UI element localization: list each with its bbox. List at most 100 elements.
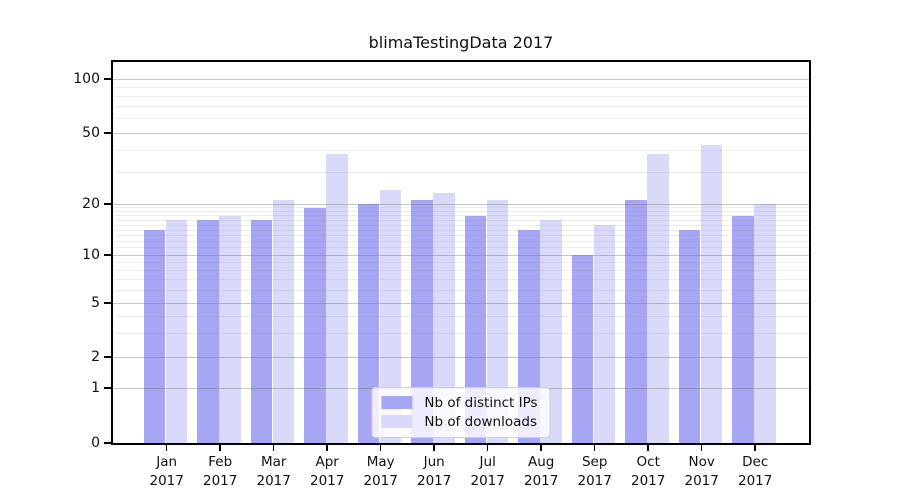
gridline-minor-3 <box>113 332 809 334</box>
bar-downloads-jul <box>486 200 509 443</box>
x-tick-mark-dec <box>754 443 756 451</box>
gridline-minor-16 <box>113 219 809 221</box>
gridline-minor-30 <box>113 172 809 174</box>
bar-downloads-oct <box>647 154 669 443</box>
y-tick-label-0: 0 <box>91 435 100 451</box>
bar-downloads-nov <box>700 144 723 443</box>
gridline-minor-60 <box>113 118 809 120</box>
x-tick-mark-oct <box>647 443 649 451</box>
gridline-minor-18 <box>113 211 809 213</box>
bar-distinct-ips-nov <box>678 230 701 443</box>
y-tick-label-50: 50 <box>82 125 100 141</box>
gridline-minor-17 <box>113 215 809 217</box>
gridline-major-10 <box>113 254 809 256</box>
legend-item-distinct-ips: Nb of distinct IPs <box>381 393 538 412</box>
plot-area: 0 1 2 5 10 20 50 100 Jan 2017 Feb 2017 Mar 2017 Apr 201… <box>73 60 811 489</box>
x-tick-mark-feb <box>219 443 221 451</box>
legend-item-downloads: Nb of downloads <box>381 412 537 431</box>
y-tick-label-5: 5 <box>91 295 100 311</box>
x-tick-mark-apr <box>326 443 328 451</box>
legend-swatch-distinct-ips <box>381 396 413 409</box>
gridline-minor-7 <box>113 279 809 281</box>
x-tick-label-nov: Nov 2017 <box>684 454 719 489</box>
bar-downloads-apr <box>326 154 348 443</box>
gridline-minor-90 <box>113 86 809 88</box>
bar-distinct-ips-mar <box>250 220 273 443</box>
legend-label-distinct-ips: Nb of distinct IPs <box>424 394 538 411</box>
gridline-minor-19 <box>113 207 809 209</box>
x-tick-label-jul: Jul 2017 <box>470 454 505 489</box>
legend-swatch-downloads <box>381 415 413 428</box>
gridline-minor-11 <box>113 247 809 249</box>
y-tick-mark-20 <box>104 203 112 205</box>
x-tick-mark-mar <box>272 443 275 451</box>
bar-distinct-ips-feb <box>197 220 219 443</box>
gridline-major-50 <box>113 132 809 134</box>
gridline-minor-13 <box>113 235 809 237</box>
x-tick-mark-sep <box>593 443 596 451</box>
bar-downloads-mar <box>272 200 295 443</box>
gridline-minor-9 <box>113 261 809 263</box>
chart-title: blimaTestingData 2017 <box>368 33 554 52</box>
x-tick-mark-jul <box>486 443 489 451</box>
x-tick-label-aug: Aug 2017 <box>524 454 559 489</box>
gridline-major-20 <box>113 203 809 205</box>
bar-downloads-dec <box>754 204 776 443</box>
bar-distinct-ips-sep <box>571 255 594 443</box>
legend-label-downloads: Nb of downloads <box>424 413 537 430</box>
y-tick-label-100: 100 <box>73 71 100 87</box>
y-tick-mark-1 <box>104 387 112 389</box>
y-tick-mark-5 <box>104 302 112 304</box>
bar-distinct-ips-apr <box>304 207 326 443</box>
x-tick-mark-jan <box>165 443 168 451</box>
x-tick-label-mar: Mar 2017 <box>256 454 291 489</box>
gridline-minor-8 <box>113 269 809 271</box>
grid-layer <box>113 62 809 443</box>
bar-downloads-jan <box>165 220 188 443</box>
x-tick-label-sep: Sep 2017 <box>577 454 612 489</box>
bar-distinct-ips-oct <box>625 200 647 443</box>
bar-distinct-ips-dec <box>732 215 754 443</box>
bar-distinct-ips-jul <box>464 215 487 443</box>
x-tick-mark-nov <box>700 443 703 451</box>
x-tick-label-apr: Apr 2017 <box>310 454 345 489</box>
x-tick-label-oct: Oct 2017 <box>631 454 666 489</box>
x-tick-mark-jun <box>433 443 435 451</box>
axis-layer: 0 1 2 5 10 20 50 100 Jan 2017 Feb 2017 Mar 2017 Apr 201… <box>73 62 809 489</box>
bar-downloads-feb <box>219 215 241 443</box>
bar-distinct-ips-may <box>357 204 380 443</box>
y-tick-label-1: 1 <box>91 380 100 396</box>
x-tick-mark-aug <box>540 443 542 451</box>
x-tick-label-dec: Dec 2017 <box>738 454 773 489</box>
gridline-minor-80 <box>113 95 809 97</box>
legend: Nb of distinct IPs Nb of downloads <box>371 387 551 438</box>
gridline-major-100 <box>113 78 809 80</box>
bar-downloads-may <box>379 189 402 443</box>
gridline-major-5 <box>113 302 809 304</box>
y-tick-label-10: 10 <box>82 247 100 263</box>
gridline-minor-40 <box>113 149 809 151</box>
x-tick-label-feb: Feb 2017 <box>203 454 238 489</box>
gridline-minor-6 <box>113 289 809 291</box>
bar-downloads-sep <box>593 225 616 443</box>
y-tick-mark-2 <box>104 356 112 358</box>
x-tick-mark-may <box>379 443 382 451</box>
gridline-minor-12 <box>113 241 809 243</box>
y-tick-mark-0 <box>104 442 112 444</box>
y-tick-mark-10 <box>104 254 112 256</box>
gridline-minor-15 <box>113 224 809 226</box>
y-tick-mark-100 <box>104 78 112 80</box>
bar-distinct-ips-jun <box>411 200 433 443</box>
y-tick-label-2: 2 <box>91 349 100 365</box>
x-tick-label-jun: Jun 2017 <box>417 454 452 489</box>
bar-distinct-ips-jan <box>143 230 166 443</box>
gridline-major-2 <box>113 356 809 358</box>
x-tick-label-jan: Jan 2017 <box>149 454 184 489</box>
bar-downloads-jun <box>433 193 455 443</box>
gridline-minor-4 <box>113 315 809 317</box>
y-tick-mark-50 <box>104 132 112 134</box>
x-tick-label-may: May 2017 <box>363 454 398 489</box>
gridline-minor-70 <box>113 106 809 108</box>
y-tick-label-20: 20 <box>82 196 100 212</box>
